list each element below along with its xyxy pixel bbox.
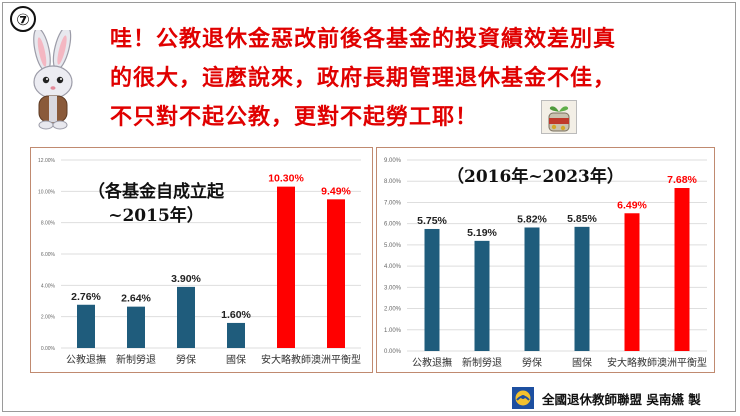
chart-2016-2023: 0.00% 1.00% 2.00% 3.00% 4.00% 5.00% 6.00% 7.00%… — [384, 158, 707, 369]
rabbit-mascot-icon — [33, 30, 73, 130]
chart-left-title: （各基金自成立起 ~2015年） — [81, 180, 231, 228]
headline: 哇！公教退休金惡改前後各基金的投資績效差別真 的很大，這麼說來，政府長期管理退休… — [110, 20, 710, 137]
headline-line-3: 不只對不起公教，更對不起勞工耶！ — [110, 104, 479, 130]
y-tick-label: 5.00% — [384, 243, 402, 249]
y-tick-label: 6.00% — [384, 222, 402, 228]
data-label: 9.49% — [321, 185, 351, 197]
data-label: 5.82% — [517, 213, 547, 225]
y-tick-label: 8.00% — [384, 179, 402, 185]
y-tick-label: 4.00% — [384, 264, 402, 270]
data-label: 6.49% — [617, 199, 647, 211]
y-tick-label: 2.00% — [384, 307, 402, 313]
chart-left-title-line-2: ~2015年） — [108, 206, 204, 226]
bar — [177, 286, 195, 348]
bar — [624, 213, 640, 351]
data-label: 5.75% — [417, 215, 447, 227]
x-tick-label: 澳洲平衡型 — [311, 353, 361, 366]
bar — [277, 186, 295, 348]
chart-panel-left: 0.00% 2.00% 4.00% 6.00% 8.00% 10.00% 12.00% 2.7… — [30, 147, 373, 373]
y-tick-label: 10.00% — [38, 189, 56, 195]
union-logo-icon — [512, 387, 534, 409]
x-tick-label: 安大略教師 — [261, 353, 311, 366]
headline-line-2: 的很大，這麼說來，政府長期管理退休基金不佳， — [110, 65, 617, 91]
data-label: 2.64% — [121, 293, 151, 305]
data-label: 2.76% — [71, 291, 101, 303]
x-tick-label: 新制勞退 — [116, 353, 156, 366]
data-label: 3.90% — [171, 273, 201, 285]
headline-line-1: 哇！公教退休金惡改前後各基金的投資績效差別真 — [110, 26, 617, 52]
y-tick-label: 1.00% — [384, 328, 402, 334]
bar — [424, 228, 440, 351]
y-tick-label: 9.00% — [384, 158, 402, 164]
bar — [524, 227, 540, 351]
y-tick-label: 8.00% — [41, 221, 56, 227]
y-tick-label: 12.00% — [38, 158, 56, 164]
y-tick-label: 2.00% — [41, 315, 56, 321]
chart-panel-right: 0.00% 1.00% 2.00% 3.00% 4.00% 5.00% 6.00% 7.00%… — [376, 147, 715, 373]
footer: 全國退休教師聯盟 吳南嬿 製 — [512, 386, 701, 410]
bar — [574, 226, 590, 351]
x-tick-label: 安大略教師 — [607, 356, 657, 369]
y-tick-label: 6.00% — [41, 252, 56, 258]
bar — [327, 199, 345, 348]
y-tick-label: 0.00% — [384, 349, 402, 355]
data-label: 7.68% — [667, 174, 697, 186]
x-tick-label: 勞保 — [176, 353, 196, 366]
y-tick-label: 0.00% — [41, 346, 56, 352]
bar — [474, 240, 490, 351]
x-tick-label: 公教退撫 — [412, 356, 452, 369]
x-tick-label: 公教退撫 — [66, 353, 106, 366]
data-label: 10.30% — [268, 173, 304, 185]
y-tick-label: 4.00% — [41, 283, 56, 289]
chart-since-inception: 0.00% 2.00% 4.00% 6.00% 8.00% 10.00% 12.00% 2.7… — [38, 158, 361, 366]
x-tick-label: 國保 — [226, 353, 246, 366]
x-tick-label: 新制勞退 — [462, 356, 502, 369]
x-tick-label: 國保 — [572, 356, 592, 369]
data-label: 5.85% — [567, 213, 597, 225]
chart-right-title: （2016年~2023年） — [447, 167, 624, 187]
chart-left-title-line-1: （各基金自成立起 — [88, 182, 224, 202]
bar — [227, 322, 245, 348]
y-tick-label: 7.00% — [384, 200, 402, 206]
x-tick-label: 勞保 — [522, 356, 542, 369]
bar — [77, 304, 95, 348]
bar — [127, 306, 145, 348]
data-label: 1.60% — [221, 309, 251, 321]
slide-frame — [2, 2, 736, 412]
data-label: 5.19% — [467, 227, 497, 239]
bar — [674, 188, 690, 351]
pension-jar-icon — [541, 100, 577, 134]
slide-number-badge: ⑦ — [10, 6, 36, 32]
x-tick-label: 澳洲平衡型 — [657, 356, 707, 369]
footer-credit: 全國退休教師聯盟 吳南嬿 製 — [542, 391, 701, 407]
y-tick-label: 3.00% — [384, 285, 402, 291]
